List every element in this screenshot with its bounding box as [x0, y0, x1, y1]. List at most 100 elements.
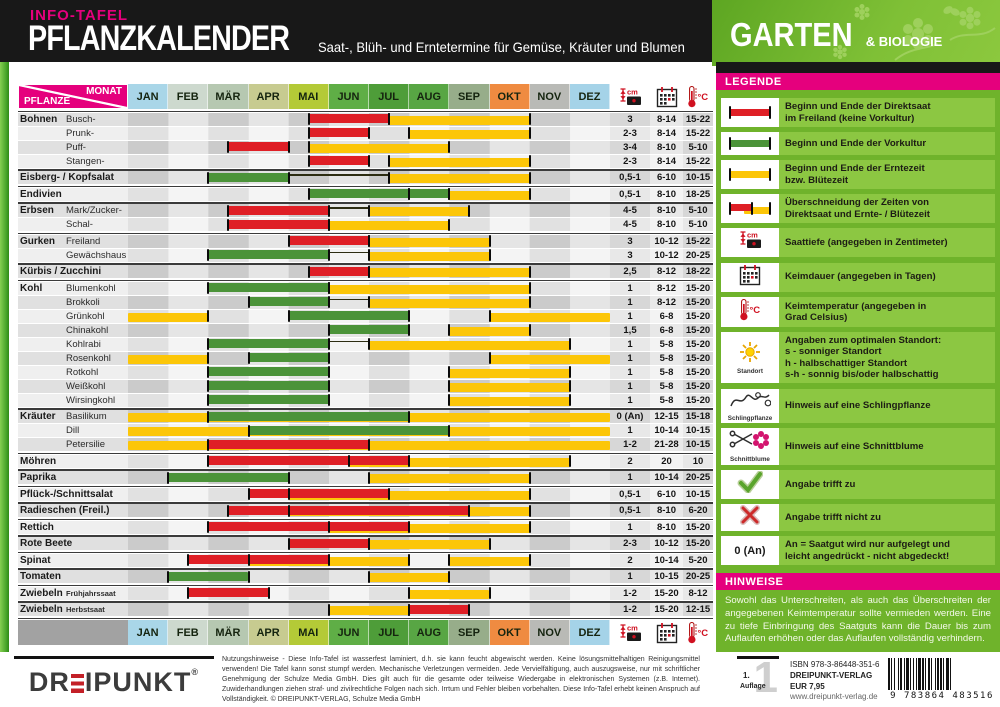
bar-end-marker	[488, 537, 491, 550]
bar-end-marker	[769, 106, 771, 120]
barcode-bar	[946, 658, 949, 690]
separator-line	[18, 263, 713, 265]
barcode-bar	[905, 658, 906, 690]
green-period-bar	[328, 325, 410, 334]
barcode-bar	[890, 658, 891, 690]
barcode: 9 783864 483516	[888, 658, 996, 701]
plant-label-cell: Zwiebeln Frühjahrssaat	[18, 586, 128, 601]
green-period-bar	[208, 367, 329, 376]
germination-days-value: 8-10	[650, 187, 683, 202]
plant-label-cell: Kohlrabi	[18, 337, 128, 352]
bar-end-marker	[327, 366, 330, 378]
seed-depth-value: 0,5-1	[610, 171, 650, 185]
month-track	[128, 204, 610, 218]
bar-end-marker	[408, 455, 411, 467]
barcode-bar	[949, 658, 950, 690]
germination-temp-value: 12-15	[683, 603, 713, 617]
month-track	[128, 603, 610, 617]
bar-end-marker	[408, 127, 411, 139]
barcode-bar	[917, 658, 918, 690]
month-header-dez: DEZ	[569, 84, 611, 109]
corner-pflanze-label: PFLANZE	[24, 96, 71, 107]
plant-variety-name: Rotkohl	[66, 366, 99, 378]
bar-end-marker	[568, 380, 571, 392]
bar-end-marker	[488, 352, 491, 364]
bar-end-marker	[287, 537, 290, 550]
bar-end-marker	[388, 488, 391, 500]
bar-end-marker	[267, 587, 270, 599]
bar-end-marker	[287, 141, 290, 153]
bar-end-marker	[769, 137, 771, 151]
bar-overlap-icon	[721, 194, 779, 223]
seed-depth-value: 1	[610, 351, 650, 366]
germination-days-value: 6-10	[650, 487, 683, 502]
bar-end-marker	[368, 204, 370, 217]
legend-item: Schlingpflanze Hinweis auf eine Schlingpf…	[721, 388, 995, 423]
red-period-bar	[308, 266, 369, 276]
bar-end-marker	[408, 310, 411, 322]
legend-text-line: Grad Celsius)	[785, 311, 848, 323]
germination-days-value: 6-8	[650, 323, 683, 338]
germination-days-value: 6-10	[650, 171, 683, 185]
legend-text-line: Saattiefe (angegeben in Zentimeter)	[785, 237, 948, 249]
germination-temp-value: 15-22	[683, 154, 713, 169]
group-separator	[18, 202, 713, 205]
table-row: Tomaten 1 10-15 20-25	[18, 570, 713, 584]
month-header-sep: SEP	[449, 84, 490, 109]
yellow-period-bar	[449, 190, 530, 200]
plant-label-cell: Rotkohl	[18, 365, 128, 380]
separator-line	[18, 232, 713, 234]
separator-line	[18, 408, 713, 410]
yellow-period-bar	[128, 354, 209, 364]
germination-temp-value: 5-20	[683, 553, 713, 568]
germination-temp-value: 15-22	[683, 234, 713, 249]
plant-variety-name: Puff-	[66, 141, 86, 153]
plant-label-cell: Erbsen Mark/Zucker-	[18, 204, 128, 218]
bar-end-marker	[247, 424, 250, 437]
month-track	[128, 570, 610, 584]
legend-item-text: Überschneidung der Zeiten von Direktsaat …	[779, 194, 936, 223]
corner-cell: MONAT PFLANZE	[18, 84, 128, 109]
plant-label-cell: Rote Beete	[18, 537, 128, 551]
group-separator	[18, 551, 713, 554]
biologie-subtitle: & BIOLOGIE	[865, 34, 943, 49]
bar-end-marker	[528, 488, 531, 500]
bar-end-marker	[368, 471, 370, 484]
germination-temp-value: 6-20	[683, 504, 713, 518]
bar-end-marker	[488, 587, 491, 599]
germination-temp-value: 10-15	[683, 487, 713, 502]
svg-text:cm: cm	[747, 231, 758, 240]
germination-days-value: 15-20	[650, 603, 683, 617]
month-header-jun: JUN	[328, 620, 370, 645]
bar-end-marker	[247, 296, 250, 308]
legend-text-line: Angabe trifft nicht zu	[785, 511, 881, 523]
bar-end-marker	[207, 249, 210, 261]
table-row: Spinat 2 10-14 5-20	[18, 553, 713, 568]
month-track	[128, 323, 610, 338]
bar-end-marker	[408, 554, 411, 566]
group-separator	[18, 279, 713, 282]
seed-depth-value: 1-2	[610, 586, 650, 601]
plant-label-cell: Möhren	[18, 454, 128, 469]
germination-temp-value: 15-18	[683, 410, 713, 424]
month-header-feb: FEB	[168, 84, 209, 109]
legend-text-line: An = Saatgut wird nur aufgelegt und	[785, 539, 950, 551]
bar-end-marker	[528, 324, 531, 336]
month-track	[128, 438, 610, 452]
yellow-period-bar	[369, 207, 470, 216]
seed-depth-value: 1	[610, 570, 650, 584]
barcode-bar	[950, 658, 951, 690]
edition-box: 1 1. Auflage	[737, 656, 779, 703]
germination-days-value: 8-10	[650, 218, 683, 232]
legend-item: Überschneidung der Zeiten von Direktsaat …	[721, 194, 995, 223]
plant-variety-name: Frühjahrssaat	[66, 588, 116, 598]
legend-item: °C Keimtemperatur (angegeben in Grad Celsi…	[721, 296, 995, 327]
line-period-bar	[288, 174, 390, 176]
svg-text:°C: °C	[698, 628, 709, 639]
bar-end-marker	[408, 324, 411, 336]
germination-temp-value: 10-15	[683, 171, 713, 185]
month-header-apr: APR	[248, 620, 289, 645]
month-header-jul: JUL	[369, 620, 410, 645]
table-row: Gewächshaus 3 10-12 20-25	[18, 248, 713, 263]
green-bar	[730, 140, 770, 148]
